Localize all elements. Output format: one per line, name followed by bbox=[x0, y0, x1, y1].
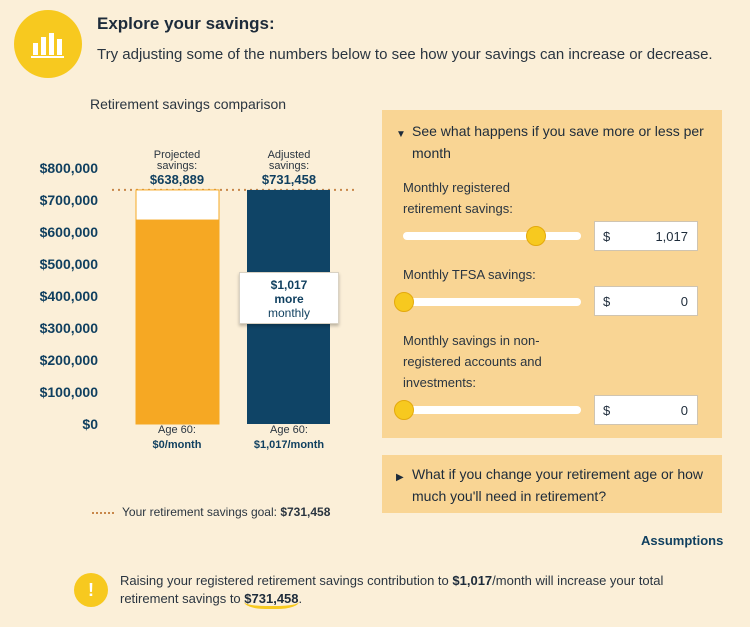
y-tick: $100,000 bbox=[39, 384, 98, 400]
currency-sign: $ bbox=[603, 294, 611, 309]
bar-label-line: Projected bbox=[153, 149, 201, 161]
bar-label-line: savings: bbox=[268, 160, 310, 172]
input-tfsa[interactable]: $ 0 bbox=[594, 286, 698, 316]
y-tick: $600,000 bbox=[39, 224, 98, 240]
currency-sign: $ bbox=[603, 403, 611, 418]
note-amount: $1,017 bbox=[452, 573, 493, 588]
dotted-line-icon bbox=[92, 511, 114, 514]
y-tick: $0 bbox=[82, 416, 98, 432]
y-tick: $700,000 bbox=[39, 192, 98, 208]
y-tick: $500,000 bbox=[39, 256, 98, 272]
retirement-age-panel[interactable]: ▶ What if you change your retirement age… bbox=[382, 455, 722, 513]
savings-panel-toggle[interactable]: ▼ See what happens if you save more or l… bbox=[396, 120, 708, 164]
chart-title: Retirement savings comparison bbox=[90, 96, 287, 112]
retirement-age-heading: What if you change your retirement age o… bbox=[412, 466, 704, 504]
slider-registered[interactable] bbox=[403, 226, 581, 246]
field-label-nonregistered: Monthly savings in non-registered accoun… bbox=[403, 333, 542, 390]
bar-label-line: savings: bbox=[156, 160, 198, 172]
assumptions-link[interactable]: Assumptions bbox=[641, 533, 724, 548]
goal-legend: Your retirement savings goal: $731,458 bbox=[92, 505, 330, 519]
page-subtitle: Try adjusting some of the numbers below … bbox=[97, 46, 713, 63]
savings-panel-heading: See what happens if you save more or les… bbox=[412, 123, 704, 161]
y-tick: $300,000 bbox=[39, 320, 98, 336]
legend-value: $731,458 bbox=[280, 505, 331, 519]
y-tick: $800,000 bbox=[39, 160, 98, 176]
input-value: 0 bbox=[680, 403, 688, 418]
slider-tfsa[interactable] bbox=[394, 292, 581, 312]
note-text: /month will increase your total retireme… bbox=[120, 573, 664, 606]
y-tick: $400,000 bbox=[39, 288, 98, 304]
input-value: 1,017 bbox=[655, 229, 688, 244]
bar-label-line: Adjusted bbox=[267, 149, 311, 161]
slider-thumb[interactable] bbox=[525, 226, 546, 246]
note-total: $731,458 bbox=[244, 591, 299, 609]
difference-callout: $1,017 more monthly bbox=[239, 272, 339, 324]
y-axis: $800,000 $700,000 $600,000 $500,000 $400… bbox=[10, 150, 98, 440]
y-tick: $200,000 bbox=[39, 352, 98, 368]
bar-projected bbox=[136, 219, 219, 424]
field-label-tfsa: Monthly TFSA savings: bbox=[403, 267, 536, 282]
slider-thumb[interactable] bbox=[394, 292, 414, 312]
bar-foot-value: $1,017/month bbox=[253, 439, 325, 451]
bar-projected-label: Projected savings: $638,889 bbox=[132, 150, 222, 188]
slider-thumb[interactable] bbox=[394, 400, 414, 420]
input-value: 0 bbox=[680, 294, 688, 309]
exclamation-icon: ! bbox=[74, 573, 108, 607]
chart-icon bbox=[14, 10, 82, 78]
callout-amount: $1,017 bbox=[270, 278, 308, 292]
bar-projected-value: $638,889 bbox=[149, 172, 205, 187]
note-text: Raising your registered retirement savin… bbox=[120, 573, 453, 588]
bar-foot-line: Age 60: bbox=[158, 424, 196, 436]
page-title: Explore your savings: bbox=[97, 14, 275, 33]
legend-label: Your retirement savings goal: bbox=[122, 505, 277, 519]
slider-nonregistered[interactable] bbox=[394, 400, 581, 420]
savings-panel: ▼ See what happens if you save more or l… bbox=[382, 110, 722, 438]
bar-projected-foot: Age 60: $0/month bbox=[132, 423, 222, 453]
bar-adjusted-label: Adjusted savings: $731,458 bbox=[244, 150, 334, 188]
callout-monthly: monthly bbox=[267, 306, 311, 320]
retirement-age-toggle[interactable]: ▶ What if you change your retirement age… bbox=[396, 463, 708, 507]
summary-note: Raising your registered retirement savin… bbox=[120, 572, 720, 609]
input-nonregistered[interactable]: $ 0 bbox=[594, 395, 698, 425]
bar-adjusted-value: $731,458 bbox=[261, 172, 317, 187]
note-text: . bbox=[298, 591, 303, 606]
bar-adjusted-foot: Age 60: $1,017/month bbox=[244, 423, 334, 453]
currency-sign: $ bbox=[603, 229, 611, 244]
bar-foot-line: Age 60: bbox=[270, 424, 308, 436]
input-registered[interactable]: $ 1,017 bbox=[594, 221, 698, 251]
callout-more: more bbox=[274, 292, 304, 306]
bar-foot-value: $0/month bbox=[152, 439, 202, 451]
caret-right-icon: ▶ bbox=[396, 472, 404, 483]
caret-down-icon: ▼ bbox=[396, 129, 406, 140]
field-label-registered: Monthly registered retirement savings: bbox=[403, 180, 513, 216]
